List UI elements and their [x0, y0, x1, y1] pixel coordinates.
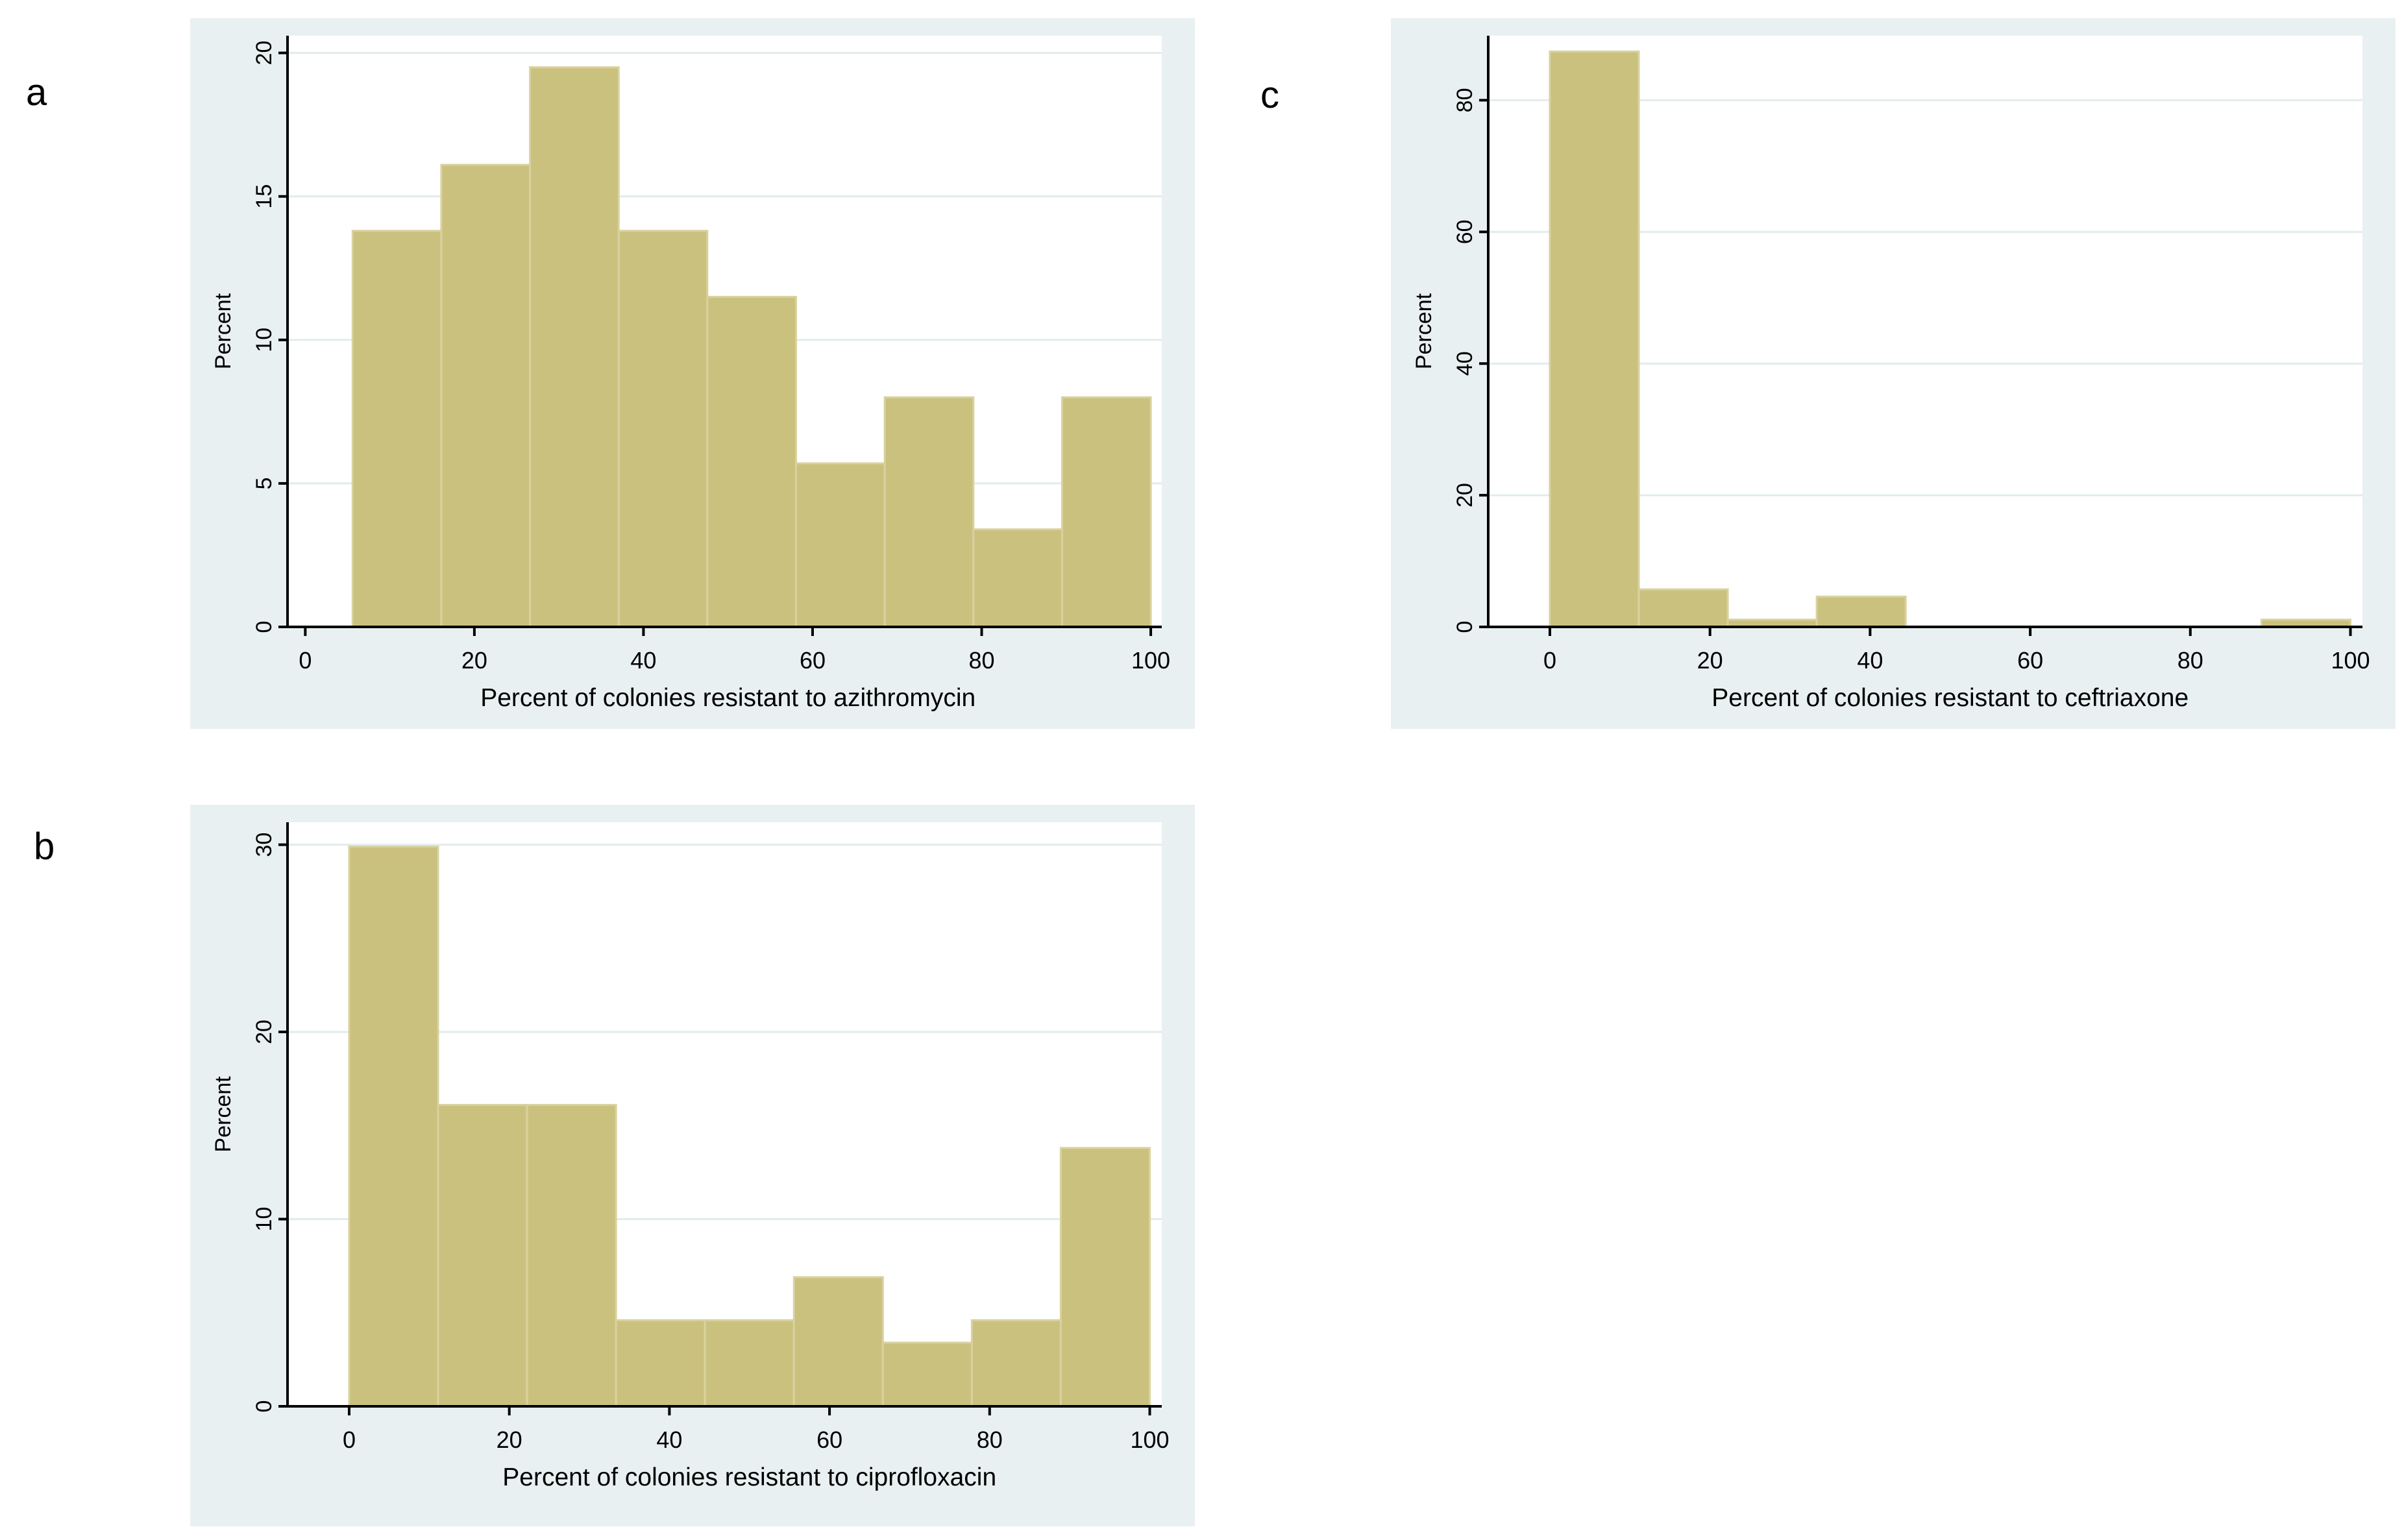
y-tick-label: 0 — [252, 621, 276, 633]
histogram-bar — [437, 1104, 528, 1408]
y-tick-label: 20 — [252, 1020, 276, 1044]
histogram-ciprofloxacin: 0 10 20 30 0 20 40 60 80 100 Percent Percent of col… — [190, 805, 1195, 1526]
y-axis-title: Percent — [211, 1076, 236, 1153]
histogram-bar — [1059, 1147, 1151, 1408]
x-tick-label: 80 — [977, 1426, 1003, 1453]
histogram-bar — [704, 1319, 795, 1408]
x-tick-label: 80 — [968, 647, 994, 674]
histogram-bar — [348, 846, 439, 1408]
x-tick-label: 20 — [497, 1426, 522, 1453]
histogram-bar — [526, 1104, 617, 1408]
x-tick-label: 100 — [1131, 647, 1170, 674]
y-tick-label: 30 — [252, 833, 276, 857]
x-axis-title: Percent of colonies resistant to ciprofl… — [502, 1463, 996, 1491]
histogram-bar — [881, 1341, 973, 1408]
histogram-bar — [529, 66, 620, 628]
x-tick-label: 40 — [630, 647, 656, 674]
y-tick-label: 20 — [252, 41, 276, 66]
histogram-bar — [970, 1319, 1062, 1408]
x-tick-label: 20 — [1697, 647, 1723, 674]
x-axis-title: Percent of colonies resistant to azithro… — [480, 684, 975, 712]
panel-label-a: a — [26, 71, 47, 114]
y-tick-label: 0 — [1453, 621, 1477, 633]
histogram-bar — [1815, 595, 1907, 628]
y-tick-label: 10 — [252, 1207, 276, 1232]
x-tick-label: 0 — [343, 1426, 356, 1453]
x-tick-label: 20 — [461, 647, 487, 674]
panel-label-b: b — [34, 825, 55, 868]
x-tick-label: 80 — [2177, 647, 2203, 674]
histogram-bar — [1061, 396, 1152, 628]
x-tick-label: 40 — [1857, 647, 1883, 674]
histogram-bar — [883, 396, 975, 628]
x-tick-label: 60 — [816, 1426, 842, 1453]
x-tick-label: 100 — [2331, 647, 2370, 674]
histogram-bar — [972, 528, 1063, 628]
y-tick-label: 0 — [252, 1400, 276, 1413]
histogram-azithromycin: 0 5 10 15 20 0 20 40 60 80 100 Percent Percent of co… — [190, 18, 1195, 729]
y-tick-label: 20 — [1453, 483, 1477, 507]
y-tick-label: 60 — [1453, 219, 1477, 244]
panel-a: 0 5 10 15 20 0 20 40 60 80 100 Percent Percent of co… — [190, 18, 1195, 729]
histogram-bar — [1637, 588, 1729, 628]
panel-label-c: c — [1260, 74, 1279, 116]
y-axis-title: Percent — [1412, 293, 1436, 369]
histogram-bar — [1549, 50, 1640, 628]
y-tick-label: 80 — [1453, 88, 1477, 113]
histogram-bar — [792, 1276, 884, 1408]
y-tick-label: 15 — [252, 184, 276, 209]
x-tick-label: 100 — [1130, 1426, 1169, 1453]
x-axis-title: Percent of colonies resistant to ceftria… — [1711, 684, 2189, 712]
histogram-bar — [617, 230, 709, 628]
panel-b: 0 10 20 30 0 20 40 60 80 100 Percent Percent of col… — [190, 805, 1195, 1526]
histogram-ceftriaxone: 0 20 40 60 80 0 20 40 60 80 100 Percent Percent of c… — [1391, 18, 2396, 729]
x-tick-label: 40 — [656, 1426, 682, 1453]
panel-c: 0 20 40 60 80 0 20 40 60 80 100 Percent Percent of c… — [1391, 18, 2396, 729]
histogram-bar — [795, 462, 886, 628]
histogram-bar — [440, 164, 532, 628]
histogram-bar — [615, 1319, 706, 1408]
y-axis-title: Percent — [211, 293, 236, 369]
x-tick-label: 60 — [800, 647, 826, 674]
x-tick-label: 0 — [299, 647, 312, 674]
y-tick-label: 10 — [252, 328, 276, 352]
y-tick-label: 40 — [1453, 351, 1477, 376]
x-tick-label: 60 — [2017, 647, 2043, 674]
histogram-bar — [706, 295, 798, 628]
histogram-bar — [351, 230, 443, 628]
y-tick-label: 5 — [252, 477, 276, 489]
x-tick-label: 0 — [1543, 647, 1556, 674]
